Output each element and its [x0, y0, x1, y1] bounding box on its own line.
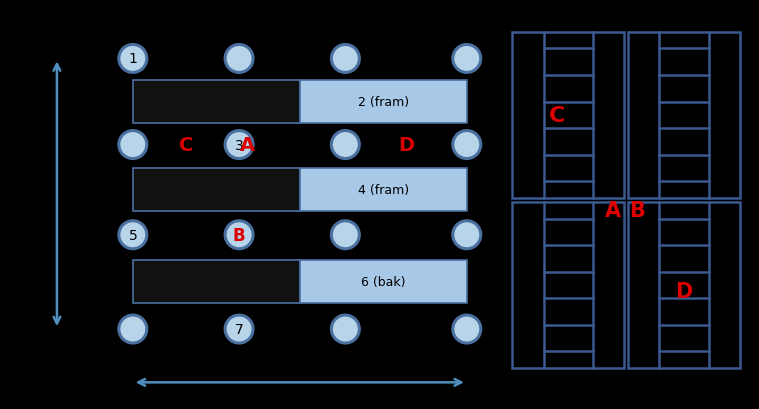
- Circle shape: [119, 131, 146, 159]
- Bar: [133, 169, 300, 211]
- Bar: [133, 261, 300, 303]
- Bar: [628, 202, 740, 368]
- Text: C: C: [549, 106, 565, 126]
- Circle shape: [225, 221, 253, 249]
- Bar: [300, 81, 467, 124]
- Circle shape: [453, 45, 480, 73]
- Bar: [300, 169, 467, 211]
- Text: 1: 1: [128, 52, 137, 66]
- Bar: [628, 33, 740, 198]
- Circle shape: [119, 221, 146, 249]
- Circle shape: [225, 315, 253, 343]
- Bar: [300, 261, 467, 303]
- Circle shape: [453, 131, 480, 159]
- Circle shape: [332, 131, 359, 159]
- Circle shape: [332, 315, 359, 343]
- Circle shape: [453, 315, 480, 343]
- Circle shape: [225, 45, 253, 73]
- Text: D: D: [676, 281, 693, 301]
- Circle shape: [225, 131, 253, 159]
- Text: 5: 5: [128, 228, 137, 242]
- Text: 3: 3: [235, 138, 244, 152]
- Text: 6 (bak): 6 (bak): [361, 276, 405, 289]
- Circle shape: [332, 221, 359, 249]
- Text: 4 (fram): 4 (fram): [357, 184, 409, 197]
- Text: B: B: [629, 200, 645, 220]
- Bar: [133, 81, 300, 124]
- Text: C: C: [179, 136, 193, 155]
- Text: 2 (fram): 2 (fram): [357, 96, 409, 109]
- Text: A: A: [240, 136, 255, 155]
- Text: 7: 7: [235, 322, 244, 336]
- Circle shape: [332, 45, 359, 73]
- Circle shape: [453, 221, 480, 249]
- Circle shape: [119, 315, 146, 343]
- Text: B: B: [233, 226, 245, 244]
- Bar: [512, 33, 624, 198]
- Circle shape: [119, 45, 146, 73]
- Bar: [512, 202, 624, 368]
- Text: A: A: [605, 200, 621, 220]
- Text: D: D: [398, 136, 414, 155]
